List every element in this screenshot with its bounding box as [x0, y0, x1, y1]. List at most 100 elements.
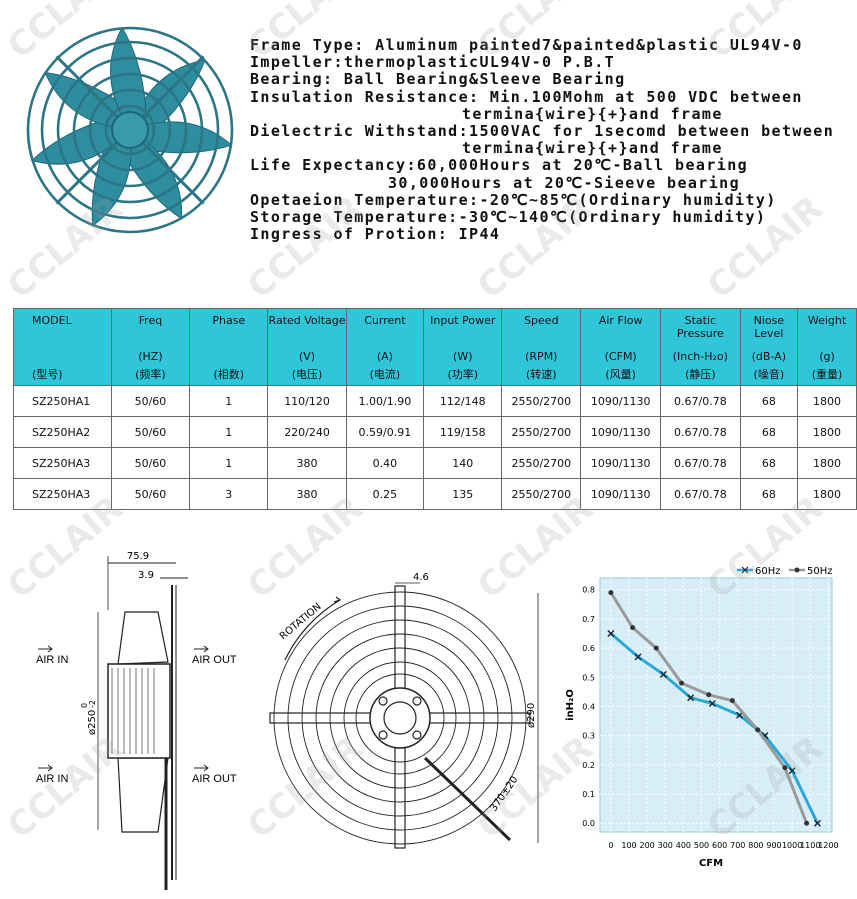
- grille-ring: [355, 673, 445, 763]
- table-cell: 68: [739, 447, 799, 479]
- column-cn: (电压): [291, 368, 323, 381]
- fan-hub: [111, 111, 149, 149]
- table-cell: 0.67/0.78: [660, 416, 741, 448]
- column-cn: (相数): [213, 368, 245, 381]
- dimension: 75.9: [127, 551, 149, 562]
- spec-line: Bearing: Ball Bearing&Sleeve Bearing: [250, 70, 626, 89]
- table-cell: 112/148: [423, 385, 503, 417]
- fan-grille: [40, 40, 220, 220]
- bolt: [378, 730, 388, 740]
- air-arrow: [194, 764, 209, 772]
- bolt: [412, 730, 422, 740]
- column-unit: (HZ): [138, 350, 163, 363]
- spec-line: Storage Temperature:-30℃~140℃(Ordinary h…: [250, 208, 767, 226]
- header-cell: Niose Level (dB-A) (噪音): [739, 308, 799, 386]
- bolt: [412, 696, 422, 706]
- marker: [630, 625, 636, 631]
- rotation-arrow: [284, 596, 342, 661]
- spec-line: 30,000Hours at 20℃-Sieeve bearing: [388, 173, 741, 192]
- column-name: Static Pressure: [676, 314, 724, 340]
- table-cell: 1090/1130: [580, 416, 662, 448]
- x-tick-label: 500: [694, 841, 709, 850]
- spec-line: Impeller:thermoplasticUL94V-0 P.B.T: [250, 53, 616, 72]
- air-arrow: [194, 645, 209, 653]
- column-cn: (电流): [369, 368, 401, 381]
- column-unit: (CFM): [604, 350, 637, 363]
- column-name: Phase: [212, 314, 246, 327]
- grille-ring: [301, 619, 499, 817]
- column-cn: (频率): [135, 368, 166, 381]
- legend-marker: [741, 566, 749, 574]
- header-cell: Freq (HZ) (频率): [110, 308, 191, 386]
- header-cell: Input Power (W) (功率): [423, 308, 503, 386]
- dimension: 3.9: [138, 570, 154, 581]
- column-name: Input Power: [430, 314, 496, 327]
- spec-line: Insulation Resistance: Min.100Mohm at 50…: [250, 87, 803, 106]
- spec-line: Opetaeion Temperature:-20℃~85℃(Ordinary …: [250, 190, 777, 209]
- data-row: SZ250HA3 50/60 3 380 0.25 135 2550/2700 1090/11…: [13, 478, 857, 510]
- column-unit: (W): [453, 350, 473, 363]
- air-label: AIR OUT: [192, 654, 237, 666]
- table-cell: 220/240: [267, 416, 347, 448]
- column-name: Air Flow: [598, 314, 643, 327]
- spec-table: MODEL (型号) Freq (HZ) (频率) Phase (相数) Rated Volt…: [13, 308, 857, 510]
- table-cell: 1800: [797, 385, 857, 417]
- table-cell: SZ250HA2: [13, 416, 112, 448]
- table-cell: 50/60: [110, 478, 191, 510]
- spec-line: Frame Type: Aluminum painted7&painted&pl…: [250, 36, 803, 54]
- fan-grille: [26, 26, 234, 234]
- diameter: ø250: [87, 710, 98, 735]
- header-cell: Current (A) (电流): [345, 308, 425, 386]
- marker: [729, 698, 735, 704]
- legend-marker: [794, 567, 800, 573]
- table-cell: 0.40: [345, 447, 425, 479]
- bolt: [378, 696, 388, 706]
- marker: [687, 694, 695, 702]
- column-unit: (Inch-H₂o): [672, 350, 728, 363]
- column-name: Current: [364, 314, 406, 327]
- y-tick-label: 0.3: [582, 732, 595, 741]
- table-cell: 0.67/0.78: [660, 447, 741, 479]
- air-label: AIR OUT: [192, 773, 237, 785]
- spec-line: Ingress of Protion: IP44: [250, 225, 501, 244]
- y-tick-label: 0.2: [582, 761, 595, 770]
- hub: [383, 701, 417, 735]
- table-cell: 1: [189, 416, 269, 448]
- grille-ring: [329, 647, 471, 789]
- table-cell: 1: [189, 447, 269, 479]
- data-row: SZ250HA1 50/60 1 110/120 1.00/1.90 112/148 255…: [13, 385, 857, 417]
- marker: [706, 692, 712, 698]
- table-cell: 0.25: [345, 478, 425, 510]
- header-cell: Phase (相数): [189, 308, 269, 386]
- header-cell: Static Pressure (Inch-H₂o) (静压): [660, 308, 741, 386]
- column-cn: (转速): [526, 368, 557, 381]
- column-cn: (静压): [685, 368, 716, 381]
- y-axis-label: inH₂O: [565, 689, 576, 721]
- blade: [117, 611, 169, 665]
- marker: [634, 653, 642, 661]
- y-tick-label: 0.7: [582, 615, 595, 624]
- marker: [679, 680, 685, 686]
- header-cell: Rated Voltage (V) (电压): [267, 308, 347, 386]
- table-cell: 1800: [797, 478, 857, 510]
- table-cell: 68: [739, 478, 799, 510]
- table-cell: 1090/1130: [580, 385, 662, 417]
- x-tick-label: 1000: [782, 841, 802, 850]
- y-tick-label: 0.6: [582, 644, 595, 653]
- column-unit: (dB-A): [751, 350, 787, 363]
- table-cell: 1800: [797, 447, 857, 479]
- legend-label: 50Hz: [807, 566, 833, 577]
- x-tick-label: 0: [608, 841, 613, 850]
- data-row: SZ250HA3 50/60 1 380 0.40 140 2550/2700 1090/11…: [13, 447, 857, 479]
- fan-grille: [56, 56, 204, 204]
- marker: [755, 727, 761, 733]
- marker: [804, 820, 810, 826]
- x-tick-label: 1200: [818, 841, 838, 850]
- marker: [659, 670, 667, 678]
- table-cell: 50/60: [110, 416, 191, 448]
- spec-line: Life Expectancy:60,000Hours at 20℃-Ball …: [250, 156, 749, 175]
- column-unit: (V): [298, 350, 316, 363]
- marker: [782, 765, 788, 771]
- table-cell: 0.67/0.78: [660, 478, 741, 510]
- data-row: SZ250HA2 50/60 1 220/240 0.59/0.91 119/158 255…: [13, 416, 857, 448]
